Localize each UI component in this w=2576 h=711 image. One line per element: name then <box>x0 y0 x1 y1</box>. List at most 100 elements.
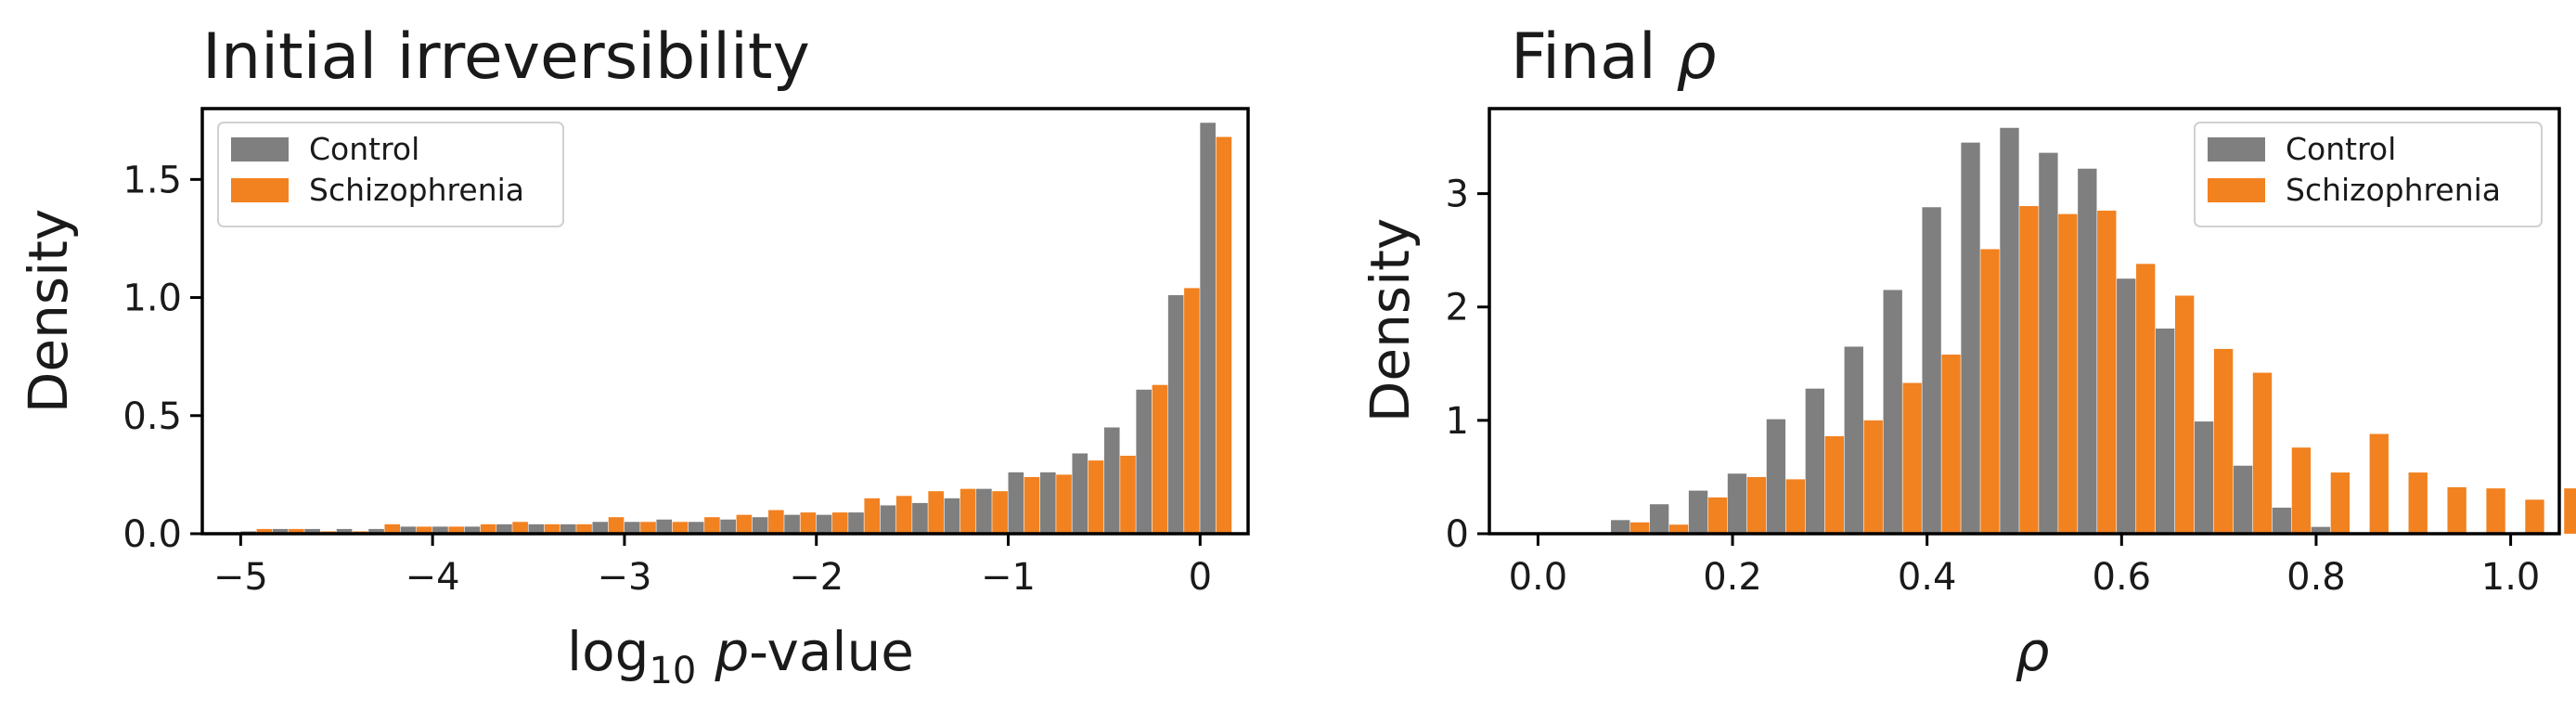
bar-control <box>2194 421 2214 534</box>
bar-schizophrenia <box>576 524 592 534</box>
bar-schizophrenia <box>289 528 304 534</box>
x-tick-label: 0.2 <box>1703 556 1762 599</box>
x-tick-label: −3 <box>597 556 651 599</box>
bar-control <box>784 514 800 534</box>
bar-control <box>2078 168 2097 535</box>
bar-control <box>560 524 576 534</box>
bar-schizophrenia <box>1746 476 1767 534</box>
bar-control <box>400 526 417 534</box>
bar-control <box>816 514 832 534</box>
bar-control <box>2233 465 2253 534</box>
y-tick-label: 1.5 <box>122 159 182 201</box>
y-axis-label: Density <box>1359 218 1422 423</box>
bar-schizophrenia <box>544 524 560 534</box>
bar-control <box>1883 290 1902 534</box>
x-tick-label: 0.4 <box>1898 556 1957 599</box>
chart-title: Final ρ <box>1511 20 1717 94</box>
legend-label-control: Control <box>309 131 419 167</box>
bar-schizophrenia <box>768 510 784 534</box>
bar-schizophrenia <box>480 524 496 534</box>
bar-schizophrenia <box>512 522 528 534</box>
bar-schizophrenia <box>448 526 465 534</box>
x-tick-label: 0 <box>1189 556 1212 599</box>
bar-schizophrenia <box>1980 249 2000 534</box>
bar-control <box>2117 278 2136 534</box>
bar-schizophrenia <box>1629 522 1650 534</box>
bar-schizophrenia <box>1152 384 1168 534</box>
bar-control <box>720 519 736 534</box>
y-tick-label: 0.0 <box>122 513 182 556</box>
bar-schizophrenia <box>1863 420 1883 534</box>
y-tick-label: 1.0 <box>122 278 182 320</box>
bar-control <box>1200 123 1216 534</box>
bar-control <box>496 524 512 534</box>
plot-frame <box>200 107 1250 536</box>
bar-control <box>2272 507 2292 534</box>
bar-schizophrenia <box>1785 479 1806 534</box>
bar-schizophrenia <box>800 512 817 534</box>
bar-control <box>272 528 289 534</box>
bar-control <box>976 488 992 534</box>
x-tick-label: 1.0 <box>2481 556 2541 599</box>
bar-control <box>848 512 864 534</box>
bar-schizophrenia <box>608 517 625 534</box>
chart-title: Initial irreversibility <box>202 20 810 94</box>
bar-control <box>1805 388 1825 534</box>
bar-control <box>1922 207 1941 534</box>
legend-label-schizophrenia: Schizophrenia <box>2286 172 2501 208</box>
bar-control <box>464 526 481 534</box>
bar-schizophrenia <box>1216 136 1232 534</box>
bar-control <box>1103 427 1120 534</box>
bar-control <box>1844 346 1863 534</box>
bar-schizophrenia <box>256 528 273 534</box>
bar-schizophrenia <box>2408 472 2428 534</box>
bar-schizophrenia <box>2447 486 2467 534</box>
bar-schizophrenia <box>2525 499 2544 534</box>
bar-schizophrenia <box>672 522 689 534</box>
bar-control <box>1766 419 1786 534</box>
x-tick-label: 0.8 <box>2286 556 2346 599</box>
bar-schizophrenia <box>2058 213 2078 534</box>
legend-box <box>2194 122 2543 227</box>
initial-irreversibility-panel: Initial irreversibility Density log10 p-v… <box>17 20 1250 692</box>
bar-control <box>624 522 640 534</box>
bar-schizophrenia <box>2097 210 2117 535</box>
bar-control <box>880 505 896 534</box>
x-axis-label: log10 p-value <box>567 620 914 692</box>
bar-schizophrenia <box>640 522 656 534</box>
bar-schizophrenia <box>1056 474 1072 534</box>
bar-schizophrenia <box>1941 355 1961 534</box>
bar-schizophrenia <box>2174 295 2195 534</box>
y-tick-label: 1 <box>1446 400 1469 443</box>
bar-schizophrenia <box>736 514 753 534</box>
bar-schizophrenia <box>2019 206 2039 534</box>
legend-label-schizophrenia: Schizophrenia <box>309 172 524 208</box>
bar-control <box>2000 127 2019 534</box>
bar-control <box>1649 504 1669 534</box>
legend-label-control: Control <box>2286 131 2396 167</box>
bar-schizophrenia <box>2136 264 2156 534</box>
bar-schizophrenia <box>384 524 401 534</box>
x-tick-label: 0.0 <box>1509 556 1568 599</box>
bar-control <box>1040 472 1056 534</box>
bar-control <box>432 526 448 534</box>
bar-control <box>1072 453 1088 534</box>
bar-schizophrenia <box>1088 460 1104 534</box>
x-axis-label: ρ <box>2016 620 2050 683</box>
plot-frame <box>1488 107 2561 536</box>
legend: Control Schizophrenia <box>2194 122 2543 227</box>
bar-control <box>1688 490 1708 534</box>
bar-schizophrenia <box>928 491 944 534</box>
legend-swatch-schizophrenia <box>231 178 289 202</box>
bar-control <box>656 519 673 534</box>
bar-schizophrenia <box>2369 433 2389 534</box>
bar-control <box>2156 328 2175 534</box>
x-tick-label: −1 <box>981 556 1036 599</box>
bars <box>240 123 1232 534</box>
bar-control <box>592 522 609 534</box>
bar-schizophrenia <box>2213 348 2234 534</box>
bar-schizophrenia <box>2564 488 2576 534</box>
bar-schizophrenia <box>2486 488 2505 534</box>
bar-control <box>304 528 320 534</box>
bar-schizophrenia <box>1024 476 1040 534</box>
